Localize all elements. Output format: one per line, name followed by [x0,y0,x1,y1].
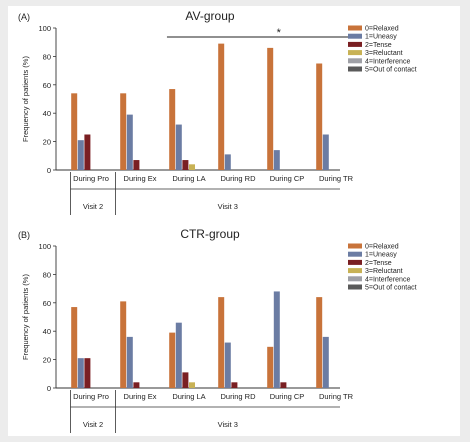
category-label: During LA [172,174,205,183]
y-tick-label: 80 [43,270,51,279]
legend-entry: 0=Relaxed [365,244,399,251]
category-label: During Pro [73,392,109,401]
bar-reluctant [189,164,195,170]
legend-swatch [348,259,362,265]
bar-uneasy [224,154,231,170]
legend-entry: 5=Out of contact [365,285,417,292]
bar-reluctant [189,382,195,388]
y-tick-label: 100 [38,242,51,251]
y-tick-label: 100 [38,24,51,33]
bar-uneasy [126,114,133,170]
y-tick-label: 40 [43,327,51,336]
legend: 0=Relaxed1=Uneasy2=Tense3=Reluctant4=Int… [348,25,417,74]
chart-panel-b: (B) CTR-group Frequency of patients (%) 0 20… [18,227,417,433]
y-tick-label: 60 [43,81,51,90]
y-axis-label: Frequency of patients (%) [21,274,30,360]
visit-group-label: Visit 3 [218,202,238,211]
bar-tense [182,160,189,170]
bar-uneasy [126,336,133,388]
bar-uneasy [224,342,231,388]
legend-entry: 2=Tense [365,42,392,49]
visit-group-label: Visit 2 [83,420,103,429]
legend-entry: 1=Uneasy [365,34,397,41]
bar-uneasy [322,336,329,388]
legend-entry: 3=Reluctant [365,50,403,57]
legend-swatch [348,50,362,56]
bar-uneasy [273,150,280,170]
category-label: During Ex [124,392,157,401]
bar-relaxed [267,47,274,170]
bar-relaxed [316,297,323,388]
bar-relaxed [120,93,127,170]
y-tick-label: 40 [43,109,51,118]
y-tick-label: 20 [43,356,51,365]
bar-relaxed [71,93,78,170]
legend-swatch [348,251,362,257]
category-label: During RD [220,392,256,401]
legend-entry: 1=Uneasy [365,252,397,259]
bar-uneasy [77,140,84,170]
panel-label: (A) [18,12,30,22]
y-axis-label: Frequency of patients (%) [21,56,30,142]
bar-relaxed [267,346,274,388]
category-label: During Ex [124,174,157,183]
legend-entry: 4=Interference [365,276,410,283]
bar-uneasy [322,134,329,170]
bar-relaxed [71,307,78,388]
bar-uneasy [175,322,182,388]
legend-swatch [348,25,362,31]
bar-tense [280,382,287,388]
legend-swatch [348,66,362,72]
category-label: During TR [319,392,354,401]
legend-entry: 4=Interference [365,58,410,65]
bar-relaxed [316,63,323,170]
bar-relaxed [218,43,225,171]
y-tick-label: 20 [43,138,51,147]
bar-tense [84,134,91,170]
legend-swatch [348,284,362,290]
bar-tense [133,160,140,170]
y-tick-label: 0 [47,166,51,175]
bar-relaxed [169,89,176,170]
legend-entry: 5=Out of contact [365,67,417,74]
y-tick-label: 0 [47,384,51,393]
category-label: During Pro [73,174,109,183]
legend-swatch [348,276,362,282]
bar-uneasy [175,124,182,170]
category-label: During CP [270,392,305,401]
legend-swatch [348,243,362,249]
legend-swatch [348,41,362,47]
chart-panel-a: (A) AV-group Frequency of patients (%) 0 20 4… [18,9,417,215]
bar-tense [182,372,189,388]
y-tick-label: 60 [43,299,51,308]
bar-tense [133,382,140,388]
y-tick-label: 80 [43,52,51,61]
chart-title: CTR-group [180,227,240,241]
legend: 0=Relaxed1=Uneasy2=Tense3=Reluctant4=Int… [348,243,417,292]
bar-tense [231,382,238,388]
bar-relaxed [218,297,225,388]
bar-tense [84,358,91,388]
category-label: During LA [172,392,205,401]
category-label: During TR [319,174,354,183]
bar-relaxed [169,332,176,388]
category-label: During RD [220,174,256,183]
legend-entry: 0=Relaxed [365,26,399,33]
significance-marker: * [277,27,282,39]
bar-relaxed [120,301,127,388]
bar-uneasy [273,291,280,388]
category-label: During CP [270,174,305,183]
legend-swatch [348,268,362,274]
panel-label: (B) [18,230,30,240]
visit-group-label: Visit 2 [83,202,103,211]
chart-title: AV-group [185,9,234,23]
legend-swatch [348,33,362,39]
legend-entry: 2=Tense [365,260,392,267]
bar-uneasy [77,358,84,388]
legend-swatch [348,58,362,64]
visit-group-label: Visit 3 [218,420,238,429]
legend-entry: 3=Reluctant [365,268,403,275]
